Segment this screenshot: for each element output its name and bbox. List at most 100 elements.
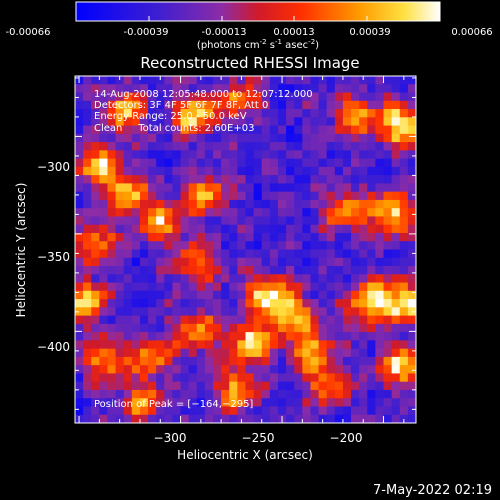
heatmap-cell xyxy=(286,266,295,275)
heatmap-cell xyxy=(91,133,100,143)
heatmap-cell xyxy=(269,315,279,325)
heatmap-cell xyxy=(310,290,320,300)
heatmap-cell xyxy=(115,224,125,234)
heatmap-cell xyxy=(188,241,198,251)
heatmap-cell xyxy=(123,142,133,151)
heatmap-cell xyxy=(229,381,238,391)
heatmap-cell xyxy=(391,266,401,275)
heatmap-cell xyxy=(269,133,279,143)
heatmap-cell xyxy=(229,290,238,300)
heatmap-cell xyxy=(286,208,295,218)
heatmap-cell xyxy=(237,274,247,284)
heatmap-cell xyxy=(164,381,174,391)
heatmap-cell xyxy=(213,290,222,300)
heatmap-cell xyxy=(261,266,271,275)
heatmap-cell xyxy=(99,290,109,300)
heatmap-cell xyxy=(139,199,149,209)
heatmap-cell xyxy=(123,133,133,143)
heatmap-cell xyxy=(286,406,295,416)
heatmap-cell xyxy=(180,406,190,416)
heatmap-cell xyxy=(99,373,109,383)
heatmap-cell xyxy=(318,100,328,110)
heatmap-cell xyxy=(310,406,320,416)
heatmap-cell xyxy=(148,199,157,209)
heatmap-cell xyxy=(91,232,100,242)
heatmap-cell xyxy=(391,125,401,135)
heatmap-cell xyxy=(83,158,92,168)
heatmap-cell xyxy=(148,125,157,135)
heatmap-cell xyxy=(399,191,409,201)
heatmap-cell xyxy=(237,232,247,242)
heatmap-cell xyxy=(334,232,344,242)
heatmap-cell xyxy=(342,381,352,391)
heatmap-cell xyxy=(310,109,320,118)
heatmap-cell xyxy=(351,117,360,127)
y-tick-label: −300 xyxy=(37,160,70,174)
heatmap-cell xyxy=(172,340,182,350)
heatmap-cell xyxy=(383,373,393,383)
heatmap-cell xyxy=(286,315,295,325)
heatmap-cell xyxy=(115,216,125,226)
heatmap-cell xyxy=(131,224,141,234)
heatmap-cell xyxy=(123,356,133,366)
heatmap-cell xyxy=(351,332,360,341)
heatmap-cell xyxy=(188,406,198,416)
heatmap-cell xyxy=(221,381,230,391)
heatmap-cell xyxy=(334,142,344,151)
heatmap-cell xyxy=(375,199,385,209)
heatmap-cell xyxy=(196,150,206,160)
heatmap-cell xyxy=(229,398,238,408)
heatmap-cell xyxy=(302,398,312,408)
heatmap-cell xyxy=(91,381,100,391)
heatmap-cell xyxy=(221,133,230,143)
heatmap-cell xyxy=(342,117,352,127)
heatmap-cell xyxy=(302,216,312,226)
heatmap-cell xyxy=(156,125,165,135)
heatmap-cell xyxy=(326,365,336,375)
heatmap-cell xyxy=(342,332,352,341)
heatmap-cell xyxy=(326,332,336,341)
heatmap-cell xyxy=(351,158,360,168)
heatmap-cell xyxy=(351,133,360,143)
heatmap-cell xyxy=(326,414,336,423)
heatmap-cell xyxy=(326,142,336,151)
heatmap-cell xyxy=(237,199,247,209)
heatmap-cell xyxy=(196,125,206,135)
heatmap-cell xyxy=(294,332,303,341)
heatmap-cell xyxy=(107,356,117,366)
heatmap-cell xyxy=(204,307,214,317)
heatmap-cell xyxy=(286,158,295,168)
heatmap-cell xyxy=(399,373,409,383)
heatmap-cell xyxy=(253,274,263,284)
heatmap-cell xyxy=(229,340,238,350)
heatmap-cell xyxy=(342,398,352,408)
heatmap-cell xyxy=(229,183,238,193)
heatmap-cell xyxy=(156,290,165,300)
heatmap-cell xyxy=(196,241,206,251)
heatmap-cell xyxy=(107,398,117,408)
heatmap-cell xyxy=(188,92,198,102)
heatmap-cell xyxy=(261,175,271,184)
heatmap-cell xyxy=(342,315,352,325)
heatmap-cell xyxy=(334,340,344,350)
heatmap-cell xyxy=(334,323,344,333)
heatmap-cell xyxy=(148,257,157,267)
heatmap-cell xyxy=(375,348,385,358)
heatmap-cell xyxy=(261,307,271,317)
heatmap-cell xyxy=(269,175,279,184)
heatmap-cell xyxy=(237,150,247,160)
heatmap-cell xyxy=(148,307,157,317)
heatmap-cell xyxy=(286,125,295,135)
heatmap-cell xyxy=(399,199,409,209)
heatmap-cell xyxy=(391,166,401,176)
heatmap-cell xyxy=(245,232,255,242)
heatmap-cell xyxy=(237,348,247,358)
heatmap-cell xyxy=(391,92,401,102)
heatmap-cell xyxy=(188,266,198,275)
heatmap-cell xyxy=(334,332,344,341)
heatmap-cell xyxy=(123,208,133,218)
heatmap-cell xyxy=(123,216,133,226)
heatmap-cell xyxy=(326,356,336,366)
heatmap-cell xyxy=(221,224,230,234)
heatmap-cell xyxy=(99,224,109,234)
